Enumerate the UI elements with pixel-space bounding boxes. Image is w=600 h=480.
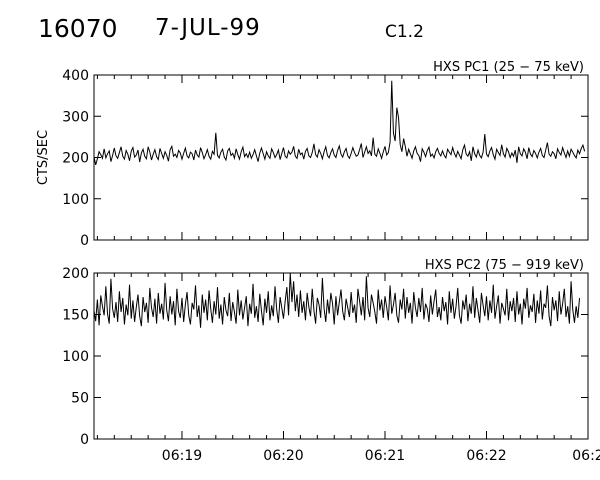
event-id: 16070 (38, 14, 118, 43)
panel-1-title: HXS PC1 (25 − 75 keV) (433, 60, 584, 75)
flare-class: C1.2 (385, 22, 424, 42)
panel-2-ytick-label: 200 (62, 266, 89, 282)
panel-2-ytick-label: 150 (62, 308, 89, 324)
event-date: 7-JUL-99 (155, 15, 261, 41)
panel-2-xtick-label: 06:19 (162, 448, 202, 464)
panel-1-ytick-label: 0 (80, 233, 89, 249)
panel-1-frame (93, 74, 589, 241)
panel-1-ylabel: CTS/SEC (36, 130, 51, 185)
panel-2-ytick-label: 100 (62, 349, 89, 365)
panel-1-series-line (93, 80, 586, 166)
panel-1-ytick-label: 300 (62, 109, 89, 125)
panel-2-xtick-label: 06:21 (365, 448, 405, 464)
panel-2-ytick-label: 0 (80, 432, 89, 448)
panel-2-xtick-label: 06:20 (263, 448, 303, 464)
panel-1-ytick-label: 400 (62, 68, 89, 84)
panel-2-title: HXS PC2 (75 − 919 keV) (425, 258, 584, 273)
panel-1-ytick-label: 100 (62, 192, 89, 208)
panel-2-xtick-label: 06:2 (572, 448, 600, 464)
panel-1-ytick-label: 200 (62, 151, 89, 167)
panel-2-ytick-label: 50 (71, 391, 89, 407)
panel-2-xtick-label: 06:22 (466, 448, 506, 464)
panel-2-series-line (93, 272, 581, 328)
